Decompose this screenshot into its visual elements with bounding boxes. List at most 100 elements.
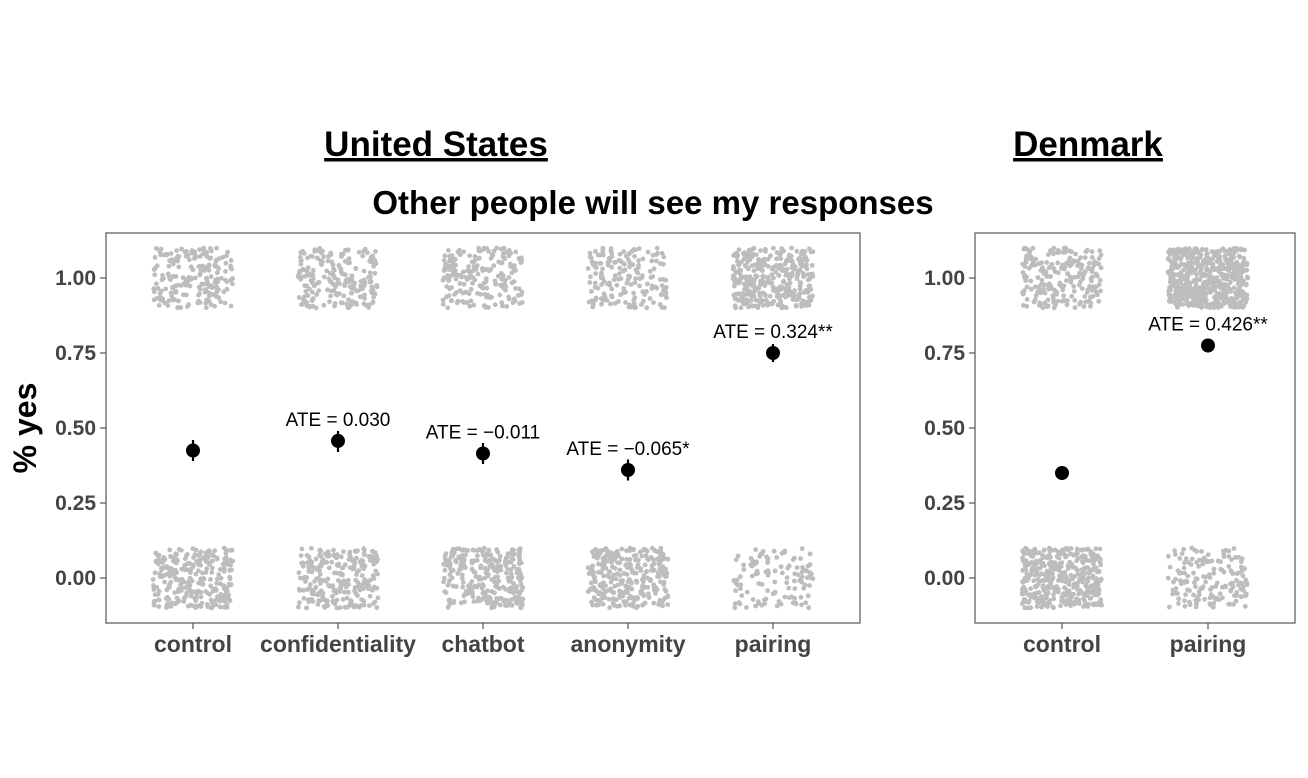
response-point xyxy=(305,273,310,278)
response-point xyxy=(1026,592,1032,598)
response-point xyxy=(331,547,336,553)
response-point xyxy=(658,579,663,585)
response-point xyxy=(193,571,199,577)
response-point xyxy=(585,565,591,571)
response-point xyxy=(205,559,211,565)
response-point xyxy=(1229,580,1235,586)
response-point xyxy=(1223,248,1229,254)
response-point xyxy=(1091,263,1097,268)
response-point xyxy=(493,281,499,287)
response-point xyxy=(446,597,452,603)
response-point xyxy=(744,605,749,610)
response-point xyxy=(756,581,762,586)
response-point xyxy=(302,298,307,304)
response-point xyxy=(1192,249,1198,255)
response-point xyxy=(344,595,350,601)
response-point xyxy=(1193,604,1199,610)
response-point xyxy=(1097,277,1103,283)
response-point xyxy=(1181,546,1187,552)
response-point xyxy=(618,578,624,584)
response-point xyxy=(601,291,607,297)
response-point xyxy=(371,295,376,300)
response-point xyxy=(1171,299,1177,305)
response-point xyxy=(1024,303,1030,309)
response-point xyxy=(1232,277,1238,282)
response-point xyxy=(353,549,359,555)
response-point xyxy=(1203,574,1208,580)
response-point xyxy=(315,256,321,261)
response-point xyxy=(654,258,659,264)
response-point xyxy=(799,251,804,256)
response-point xyxy=(1093,546,1099,552)
response-point xyxy=(349,290,355,296)
response-point xyxy=(479,585,485,591)
x-tick-label: pairing xyxy=(735,631,812,657)
response-point xyxy=(463,290,468,295)
response-point xyxy=(167,276,173,282)
response-point xyxy=(1213,295,1218,300)
response-point xyxy=(1090,293,1096,299)
response-point xyxy=(193,547,199,553)
response-point xyxy=(450,258,455,263)
response-point xyxy=(371,576,377,582)
response-point xyxy=(515,589,521,594)
response-point xyxy=(614,549,620,554)
response-point xyxy=(772,579,778,585)
response-point xyxy=(610,601,616,607)
response-point xyxy=(630,262,636,267)
response-point xyxy=(1064,278,1069,283)
response-point xyxy=(373,555,378,561)
response-point xyxy=(1086,558,1092,563)
response-point xyxy=(508,567,514,573)
response-point xyxy=(1072,258,1077,264)
response-point xyxy=(374,605,380,610)
response-point xyxy=(658,559,663,565)
response-point xyxy=(196,562,201,567)
response-point xyxy=(506,296,512,302)
response-point xyxy=(1028,586,1034,591)
response-point xyxy=(659,250,665,256)
response-point xyxy=(369,290,375,296)
response-point xyxy=(192,275,198,281)
response-point xyxy=(1217,249,1222,254)
response-point xyxy=(1206,559,1212,564)
response-point xyxy=(220,561,226,567)
response-point xyxy=(1087,260,1092,266)
response-point xyxy=(1081,271,1087,277)
response-point xyxy=(629,568,635,573)
response-point xyxy=(631,297,637,303)
response-point xyxy=(317,552,322,558)
response-point xyxy=(1056,567,1062,573)
response-point xyxy=(214,284,219,290)
response-point xyxy=(169,293,175,299)
response-point xyxy=(635,595,640,600)
response-point xyxy=(600,266,605,272)
response-point xyxy=(154,585,160,590)
response-point xyxy=(494,245,499,251)
response-point xyxy=(1071,288,1077,294)
response-point xyxy=(355,288,361,293)
response-point xyxy=(787,276,792,282)
response-point xyxy=(302,294,307,299)
response-point xyxy=(649,258,655,264)
response-point xyxy=(1065,591,1071,597)
response-point xyxy=(1082,255,1088,260)
response-point xyxy=(644,548,650,554)
response-point xyxy=(658,545,664,551)
response-point xyxy=(175,282,181,288)
response-point xyxy=(154,281,159,287)
response-point xyxy=(467,582,473,588)
response-point xyxy=(188,602,194,608)
response-point xyxy=(319,259,325,264)
response-point xyxy=(346,577,351,583)
response-point xyxy=(154,263,160,269)
response-point xyxy=(1037,558,1043,563)
response-point xyxy=(453,272,459,278)
response-point xyxy=(442,567,448,573)
ate-label: ATE = −0.065* xyxy=(566,439,690,460)
response-point xyxy=(1195,287,1201,293)
response-point xyxy=(651,582,657,588)
response-point xyxy=(1173,586,1179,591)
jitter-points xyxy=(1019,245,1104,611)
response-point xyxy=(228,258,234,263)
